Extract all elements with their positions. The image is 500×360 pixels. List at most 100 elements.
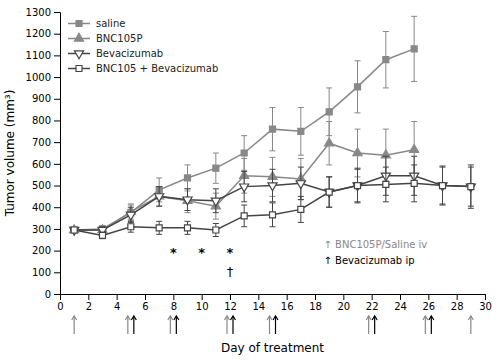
y-tick-label: 800 (32, 115, 51, 126)
x-tick: 14 (252, 294, 265, 312)
point (155, 194, 164, 202)
error-bar-cap (241, 171, 247, 172)
error-bar-cap (326, 176, 332, 177)
dosing-arrow-head (131, 316, 136, 320)
error-bar-cap (383, 87, 389, 88)
x-tick-label: 18 (309, 301, 322, 312)
dosing-arrow (273, 316, 278, 334)
dosing-arrow-shaft (226, 316, 227, 334)
x-tick: 16 (281, 294, 294, 312)
point (326, 109, 332, 115)
x-tick: 22 (366, 294, 379, 312)
error-bar-cap (355, 201, 361, 202)
dosing-arrow-head (125, 316, 130, 320)
x-tick: 2 (86, 294, 92, 312)
error-bar-cap (411, 16, 417, 17)
x-tick: 18 (309, 294, 322, 312)
dosing-arrow (131, 316, 136, 334)
error-bar-cap (185, 221, 191, 222)
dosing-arrow-shaft (431, 316, 432, 334)
error-bar (185, 165, 191, 191)
y-tick-label: 600 (32, 159, 51, 170)
error-bar-cap (326, 87, 332, 88)
x-tick-mark (117, 294, 118, 300)
point (183, 197, 192, 205)
error-bar-cap (185, 188, 191, 189)
series-line (74, 49, 414, 230)
dosing-arrow-head (174, 316, 179, 320)
dosing-arrow-shaft (133, 316, 134, 334)
y-tick-mark (54, 186, 60, 187)
legend-label: saline (96, 18, 125, 29)
dosing-arrow-head (468, 316, 473, 320)
x-tick-label: 8 (171, 301, 177, 312)
x-tick-mark (485, 294, 486, 300)
dosing-arrow-shaft (170, 316, 171, 334)
error-bar-cap (213, 183, 219, 184)
legend-label: Bevacizumab (96, 48, 163, 59)
x-tick-mark (457, 294, 458, 300)
error-bar (326, 177, 332, 207)
series-line (74, 143, 414, 230)
legend-item: saline (68, 18, 125, 29)
dosing-arrow-head (366, 316, 371, 320)
point (156, 225, 162, 231)
error-bar (383, 32, 389, 88)
legend-marker (76, 66, 82, 72)
dosing-arrow-head (72, 316, 77, 320)
y-tick: 300 (32, 224, 60, 235)
error-bar (440, 166, 446, 205)
series-line (74, 176, 471, 230)
y-tick: 1000 (26, 72, 60, 83)
y-tick: 0 (45, 289, 60, 300)
series (71, 165, 474, 239)
error-bar-cap (468, 164, 474, 165)
error-bar (185, 221, 191, 234)
x-tick-label: 2 (86, 301, 92, 312)
error-bar-cap (468, 206, 474, 207)
error-bar-cap (185, 164, 191, 165)
error-bar-cap (326, 207, 332, 208)
error-bar (355, 61, 361, 113)
y-tick-mark (54, 99, 60, 100)
x-axis: 024681012141618202224262830 (57, 294, 492, 312)
y-tick: 1200 (26, 28, 60, 39)
error-bar (411, 16, 417, 81)
error-bar-cap (156, 234, 162, 235)
x-tick-label: 20 (337, 301, 350, 312)
error-bar-cap (411, 156, 417, 157)
dosing-label: ↑ BNC105P/Saline iv (324, 239, 428, 250)
error-bar (128, 221, 134, 232)
x-tick: 4 (114, 294, 120, 312)
y-tick-mark (54, 34, 60, 35)
y-tick: 600 (32, 159, 60, 170)
annotation: * (198, 245, 205, 260)
point (270, 212, 276, 218)
error-bar-cap (156, 206, 162, 207)
error-bar-cap (156, 186, 162, 187)
error-bar-cap (355, 169, 361, 170)
y-tick-mark (54, 294, 60, 295)
x-tick-label: 12 (224, 301, 237, 312)
point (213, 227, 219, 233)
dosing-arrow-shaft (269, 316, 270, 334)
y-tick-label: 700 (32, 137, 51, 148)
error-bar-cap (383, 31, 389, 32)
point (298, 206, 304, 212)
error-bar-cap (440, 167, 446, 168)
error-bar (298, 196, 304, 222)
error-bar-cap (128, 203, 134, 204)
legend-item: Bevacizumab (68, 48, 163, 59)
error-bar (71, 228, 77, 232)
point (296, 181, 305, 189)
error-bar-cap (355, 129, 361, 130)
error-bar-cap (440, 205, 446, 206)
error-bar-cap (326, 121, 332, 122)
x-tick-label: 16 (281, 301, 294, 312)
error-bar-cap (128, 232, 134, 233)
point (355, 183, 361, 189)
error-bar-cap (468, 208, 474, 209)
point (411, 46, 417, 52)
dosing-arrow-head (267, 316, 272, 320)
x-tick-label: 26 (422, 301, 435, 312)
